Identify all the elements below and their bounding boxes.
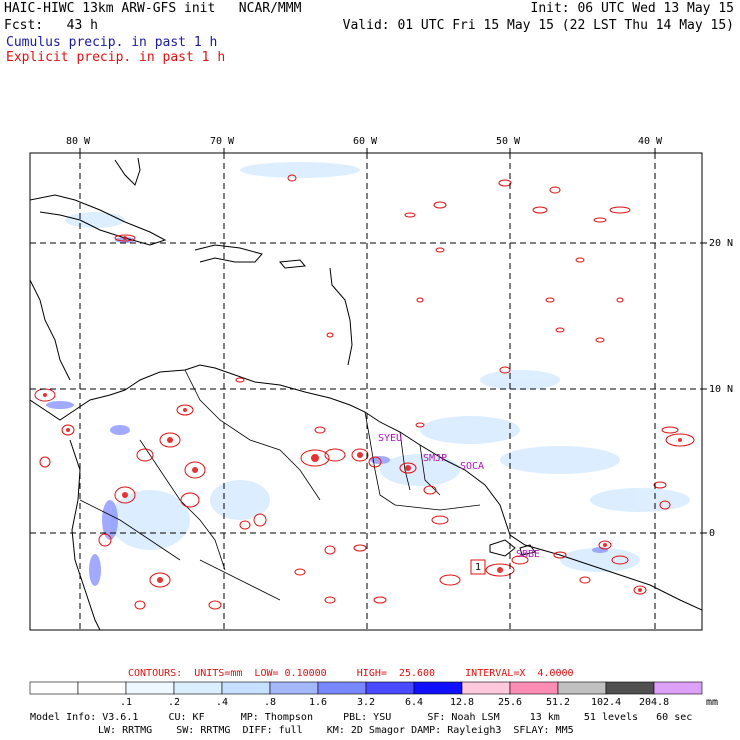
- station-label-soca: SOCA: [460, 461, 485, 472]
- colorbar-swatch: [173, 681, 223, 695]
- lat-label-10n: 10 N: [709, 384, 734, 395]
- cumulus-shading: [65, 162, 690, 572]
- colorbar-swatch: [269, 681, 319, 695]
- colorbar-swatch: [413, 681, 463, 695]
- valid-time: Valid: 01 UTC Fri 15 May 15 (22 LST Thu …: [342, 18, 734, 33]
- colorbar-tick-label: .8: [264, 697, 277, 708]
- colorbar-swatch: [653, 681, 703, 695]
- model-info-line1: Model Info: V3.6.1 CU: KF MP: Thompson P…: [30, 712, 693, 723]
- lon-label-60w: 60 W: [353, 136, 378, 147]
- colorbar-tick-label: .1: [120, 697, 133, 708]
- colorbar-swatch: [221, 681, 271, 695]
- init-time: Init: 06 UTC Wed 13 May 15: [530, 1, 735, 16]
- colorbar-tick-label: 1.6: [309, 697, 328, 708]
- colorbar-tick-label: .2: [168, 697, 181, 708]
- lon-label-70w: 70 W: [210, 136, 235, 147]
- colorbar-swatch: [77, 681, 127, 695]
- lat-label-20n: 20 N: [709, 238, 734, 249]
- colorbar-units: mm: [706, 697, 719, 708]
- colorbar-tick-label: 204.8: [639, 697, 670, 708]
- lat-label-0: 0: [709, 528, 716, 539]
- colorbar-swatch: [365, 681, 415, 695]
- colorbar-swatch: [605, 681, 655, 695]
- colorbar-tick-label: 102.4: [591, 697, 622, 708]
- coastlines: [30, 157, 702, 630]
- graticule: [30, 153, 702, 630]
- explicit-precip-contours: [34, 174, 695, 610]
- colorbar-tick-label: .4: [216, 697, 229, 708]
- model-info-line2: LW: RRTMG SW: RRTMG DIFF: full KM: 2D Sm…: [98, 725, 574, 736]
- legend-explicit: Explicit precip. in past 1 h: [6, 50, 226, 65]
- station-label-syeu: SYEU: [378, 433, 403, 444]
- station-label-sbbe: SBBE: [516, 549, 541, 560]
- colorbar-swatch: [125, 681, 175, 695]
- colorbar-swatch: [317, 681, 367, 695]
- explicit-precip-cores: [43, 236, 682, 592]
- forecast-hour: Fcst: 43 h: [4, 18, 98, 33]
- station-marker-box: [470, 559, 486, 575]
- product-title: HAIC-HIWC 13km ARW-GFS init NCAR/MMM: [4, 1, 302, 16]
- lon-label-40w: 40 W: [638, 136, 663, 147]
- colorbar-swatch: [461, 681, 511, 695]
- contour-info: CONTOURS: UNITS=mm LOW= 0.10000 HIGH= 25…: [128, 668, 574, 679]
- colorbar-swatch: [557, 681, 607, 695]
- colorbar-tick-label: 25.6: [498, 697, 523, 708]
- lon-label-80w: 80 W: [66, 136, 91, 147]
- station-label-smjp: SMJP: [423, 453, 448, 464]
- colorbar-tick-label: 12.8: [450, 697, 475, 708]
- colorbar-swatch: [509, 681, 559, 695]
- lon-label-50w: 50 W: [496, 136, 521, 147]
- colorbar-tick-label: 3.2: [357, 697, 376, 708]
- colorbar-tick-label: 51.2: [546, 697, 571, 708]
- map-ticks: [79, 148, 707, 534]
- colorbar-tick-label: 6.4: [405, 697, 424, 708]
- colorbar-swatch: [29, 681, 79, 695]
- colorbar: [29, 681, 703, 695]
- legend-cumulus: Cumulus precip. in past 1 h: [6, 35, 218, 50]
- station-marker-label: 1: [475, 562, 482, 573]
